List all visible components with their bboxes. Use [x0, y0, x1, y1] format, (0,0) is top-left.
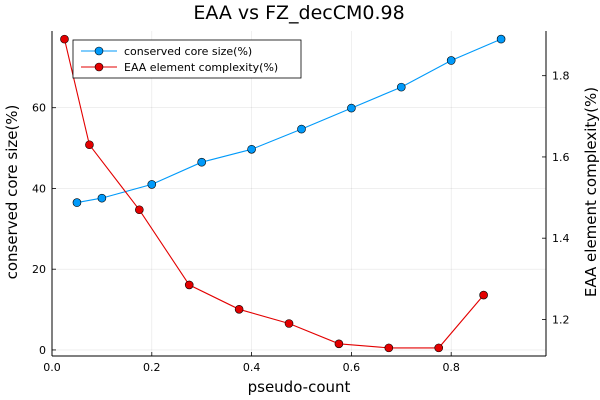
legend-swatch-marker [94, 62, 104, 72]
series-0-point [297, 124, 306, 134]
series-1-point [434, 343, 444, 353]
series-0-point [446, 56, 456, 65]
y-right-tick-label: 1.6 [552, 151, 570, 164]
y-left-tick-label: 60 [32, 102, 46, 115]
x-tick-label: 0.2 [143, 361, 161, 374]
grid [51, 31, 546, 356]
axis-frame [51, 31, 547, 357]
y-left-tick-label: 0 [39, 344, 46, 357]
series-1-point [135, 205, 144, 215]
series-1-point [60, 34, 69, 44]
series-0-point [347, 103, 356, 113]
series-0-point [97, 193, 107, 203]
series-0-point [197, 157, 206, 167]
chart-title: EAA vs FZ_decCM0.98 [193, 2, 404, 24]
legend-label: conserved core size(%) [124, 45, 252, 58]
x-tick-label: 0.6 [343, 361, 361, 374]
legend-swatch-marker [94, 46, 104, 56]
series-1-point [284, 319, 294, 328]
legend-label: EAA element complexity(%) [124, 61, 278, 74]
series-0-point [247, 144, 256, 154]
series-1-point [384, 343, 394, 353]
y-right-tick-label: 1.8 [552, 70, 570, 83]
x-tick-label: 0.4 [243, 361, 261, 374]
series-1-point [234, 304, 244, 314]
series-0-point [496, 34, 506, 44]
x-tick-label: 0.0 [43, 361, 61, 374]
series-0-point [72, 198, 82, 207]
y-axis-left-label: conserved core size(%) [3, 105, 21, 280]
series-1-point [85, 140, 94, 150]
legend: conserved core size(%) EAA element comple… [72, 39, 302, 79]
series-1-point [479, 290, 488, 300]
x-tick-label: 0.8 [442, 361, 460, 374]
series-0-line [76, 38, 502, 204]
y-axis-right-label: EAA element complexity(%) [582, 87, 600, 297]
x-axis-label: pseudo-count [248, 378, 351, 396]
series-0-point [396, 82, 406, 92]
y-right-tick-label: 1.4 [552, 232, 570, 245]
series-0-point [147, 180, 157, 189]
legend-box [72, 39, 302, 79]
y-right-tick-label: 1.2 [552, 313, 570, 326]
series-1-point [184, 280, 194, 290]
y-left-tick-label: 20 [32, 263, 46, 276]
ticks: 0.0 0.2 0.4 0.6 0.8 0 20 40 60 1.2 1.4 1.6 1.8 [32, 70, 570, 374]
series-1-line [63, 38, 485, 349]
series-1-point [334, 339, 344, 349]
series-layer [60, 34, 506, 353]
y-left-tick-label: 40 [32, 182, 46, 195]
